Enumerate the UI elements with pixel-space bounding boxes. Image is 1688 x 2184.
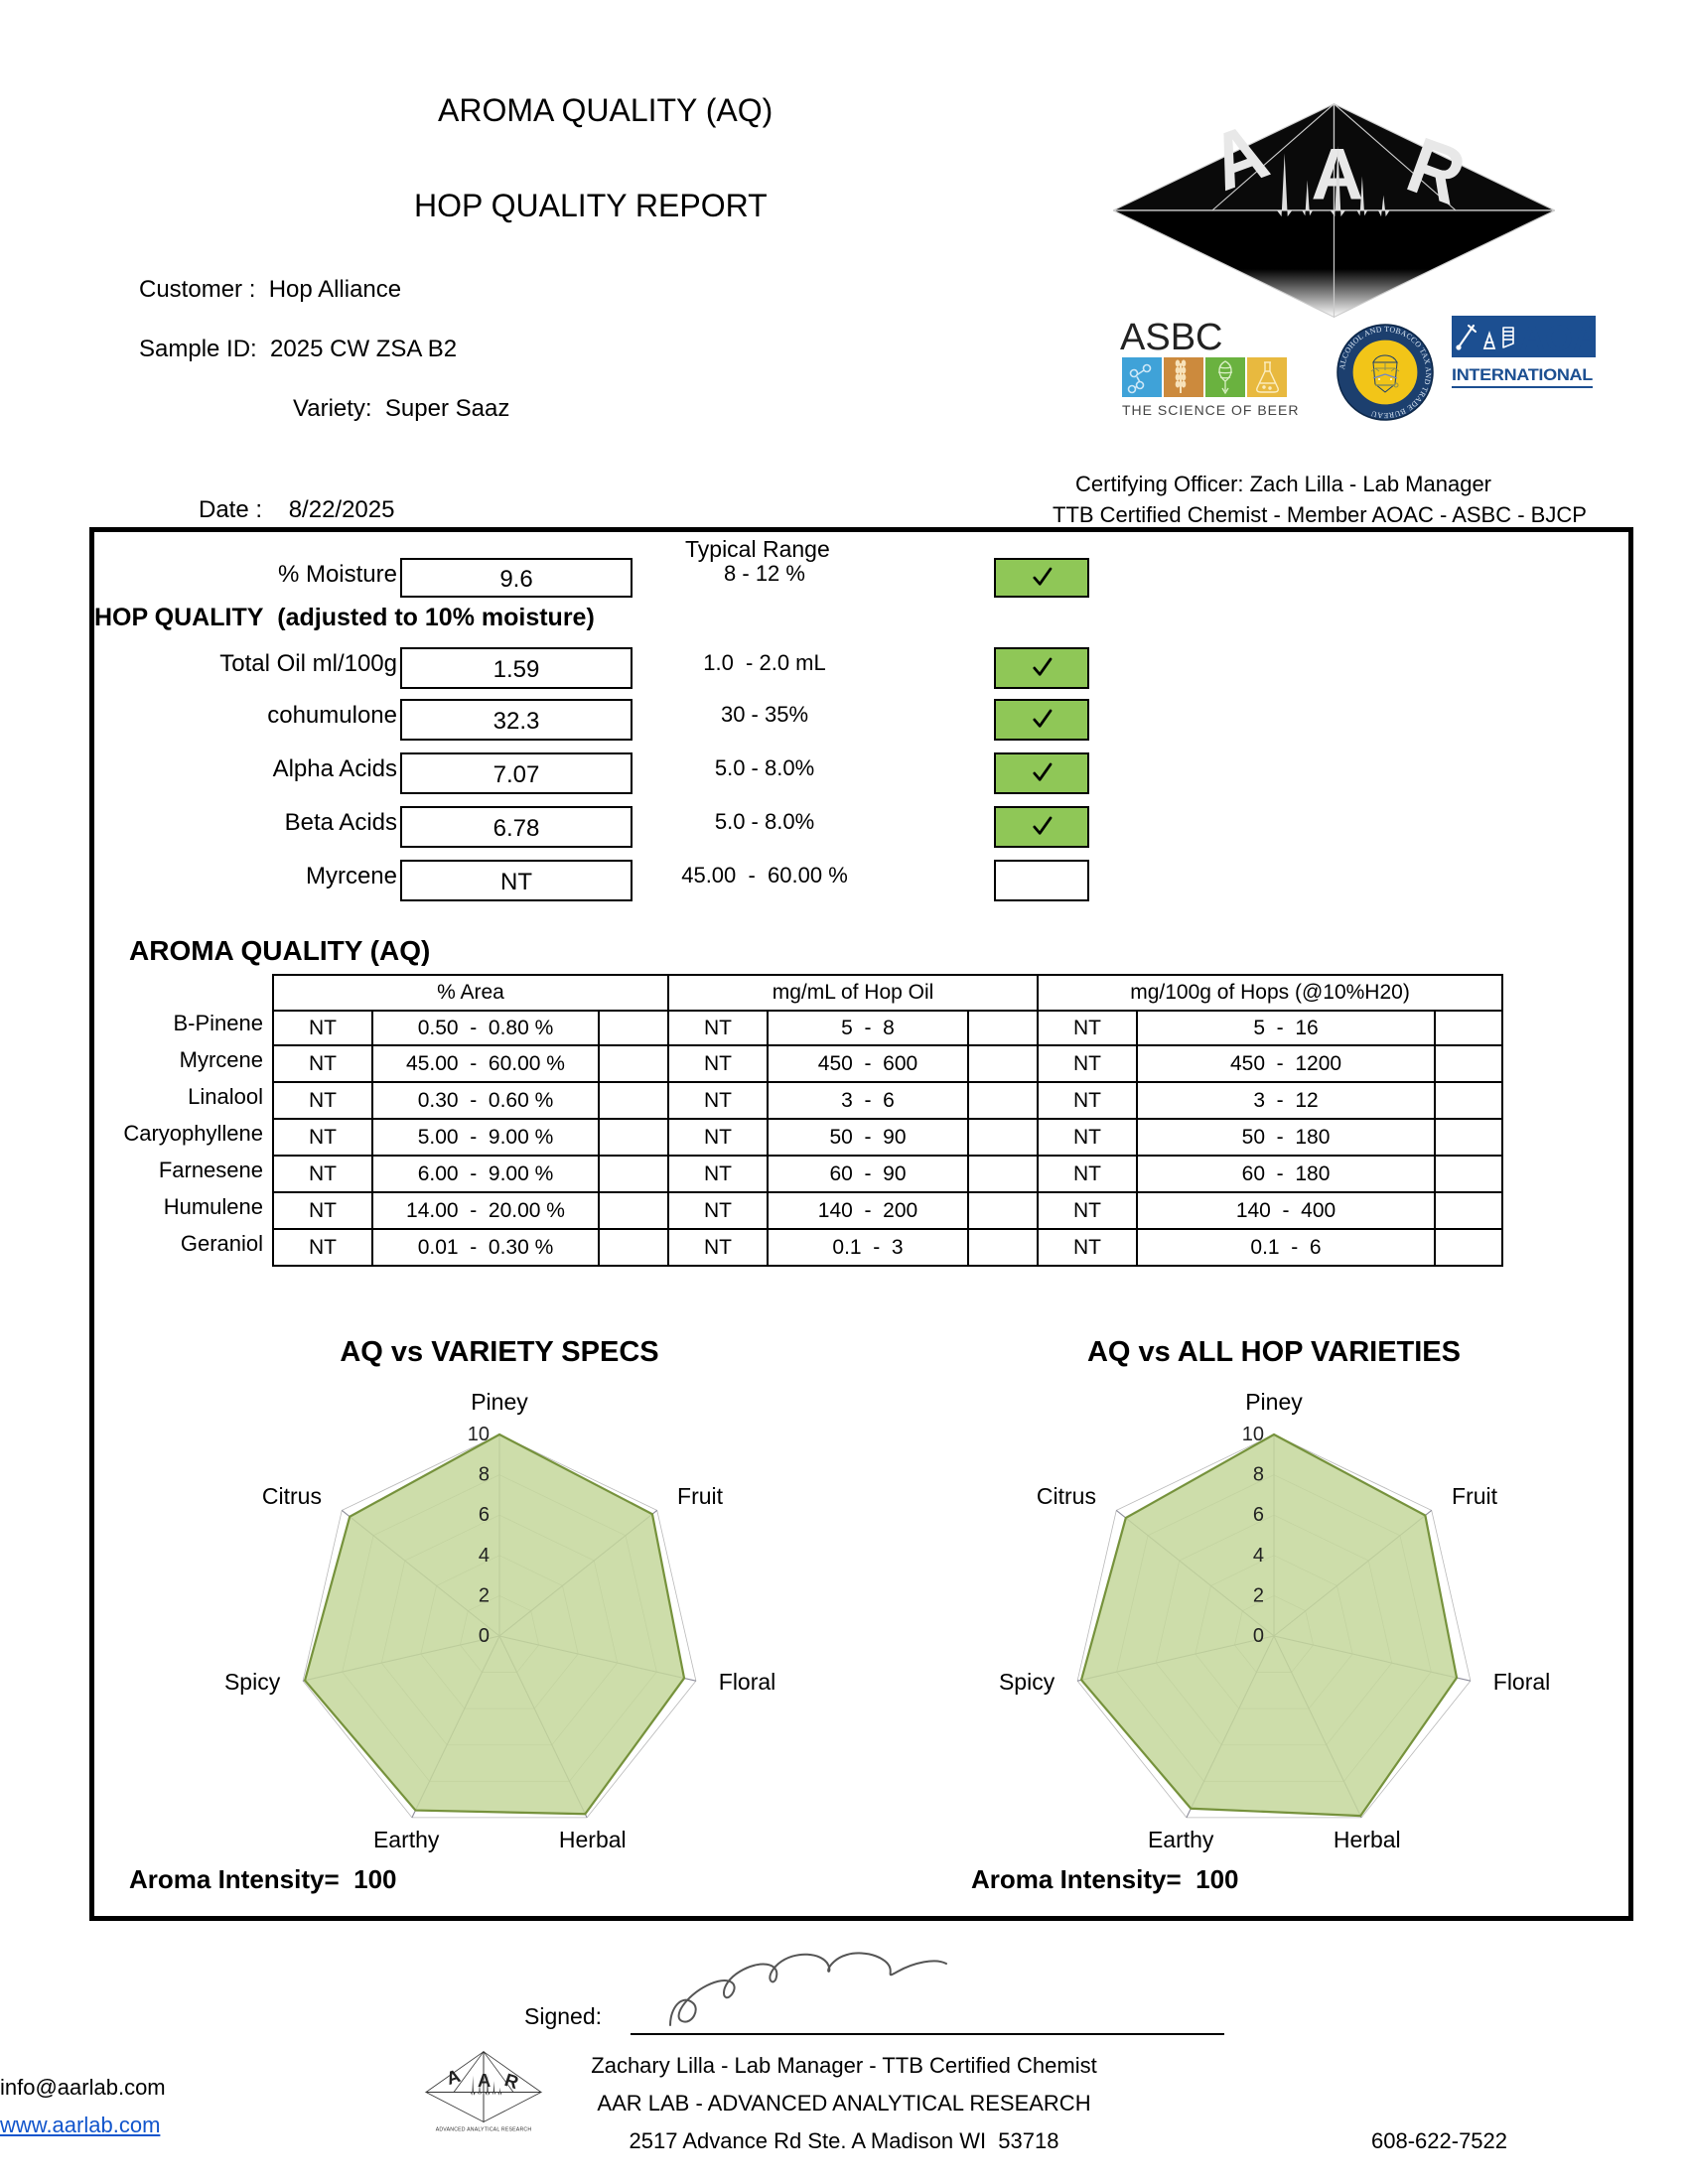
svg-text:10: 10 [468, 1424, 490, 1445]
svg-text:8: 8 [479, 1464, 490, 1486]
svg-text:ASBC: ASBC [1120, 317, 1222, 358]
svg-text:6: 6 [479, 1504, 490, 1526]
svg-text:Herbal: Herbal [559, 1827, 627, 1852]
svg-text:AQ vs ALL HOP VARIETIES: AQ vs ALL HOP VARIETIES [1087, 1336, 1461, 1368]
svg-text:Floral: Floral [719, 1669, 776, 1695]
svg-text:Herbal: Herbal [1334, 1827, 1401, 1852]
svg-text:INTERNATIONAL: INTERNATIONAL [1452, 365, 1593, 384]
svg-text:R: R [502, 2069, 521, 2093]
svg-text:ADVANCED ANALYTICAL RESEARCH: ADVANCED ANALYTICAL RESEARCH [436, 2127, 532, 2133]
svg-text:AQ vs VARIETY SPECS: AQ vs VARIETY SPECS [340, 1336, 658, 1368]
svg-text:Floral: Floral [1493, 1669, 1551, 1695]
svg-text:6: 6 [1253, 1504, 1264, 1526]
svg-text:Fruit: Fruit [1452, 1483, 1498, 1509]
svg-text:AOAC: AOAC [1519, 318, 1596, 358]
svg-text:4: 4 [1253, 1545, 1264, 1567]
svg-text:4: 4 [479, 1545, 490, 1567]
svg-text:8: 8 [1253, 1464, 1264, 1486]
svg-text:Citrus: Citrus [262, 1483, 322, 1509]
svg-text:Fruit: Fruit [677, 1483, 724, 1509]
svg-text:2: 2 [1253, 1584, 1264, 1606]
svg-text:10: 10 [1242, 1424, 1264, 1445]
svg-text:Spicy: Spicy [999, 1669, 1055, 1695]
svg-text:Earthy: Earthy [373, 1827, 440, 1852]
svg-text:0: 0 [479, 1625, 490, 1647]
svg-text:Earthy: Earthy [1148, 1827, 1214, 1852]
svg-text:2: 2 [479, 1584, 490, 1606]
svg-text:Spicy: Spicy [224, 1669, 281, 1695]
svg-text:0: 0 [1253, 1625, 1264, 1647]
svg-text:Piney: Piney [1245, 1389, 1303, 1415]
svg-text:Piney: Piney [471, 1389, 528, 1415]
svg-text:Citrus: Citrus [1037, 1483, 1096, 1509]
svg-text:THE SCIENCE OF BEER: THE SCIENCE OF BEER [1122, 402, 1299, 418]
